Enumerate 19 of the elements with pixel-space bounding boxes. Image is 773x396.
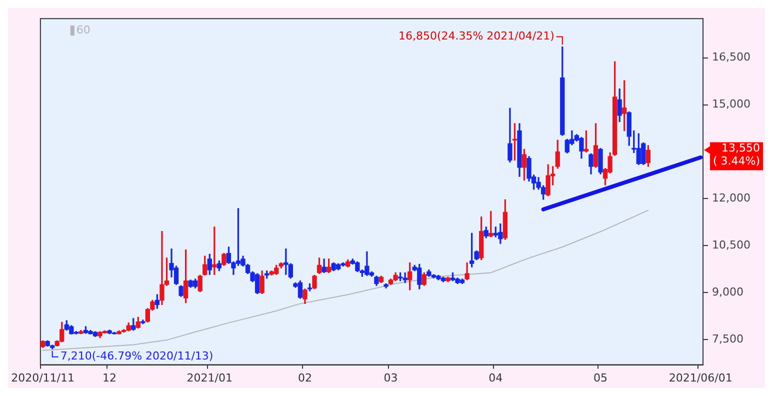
annotation: 7,210(-46.79% 2020/11/13) [60, 350, 214, 363]
x-tick-label: 03 [384, 371, 398, 384]
x-tick-label: 2021/06/01 [668, 371, 732, 384]
x-tick-label: 2020/11/11 [11, 371, 75, 384]
x-tick-label: 02 [298, 371, 312, 384]
text: 13,550 [722, 142, 760, 155]
y-tick-label: 15,000 [712, 98, 750, 111]
y-tick-label: 7,500 [712, 332, 744, 346]
y-tick-label: 16,500 [712, 50, 750, 64]
legend-label: 60 [76, 23, 90, 36]
x-tick-label: 04 [488, 371, 503, 384]
y-tick-label: 12,000 [712, 192, 750, 205]
y-tick-label: 9,000 [712, 286, 744, 299]
x-tick-label: 2021/01 [186, 371, 232, 384]
x-tick-label: 12 [102, 371, 117, 384]
y-tick-label: 10,500 [712, 238, 750, 252]
text: ( 3.44%) [712, 154, 760, 168]
x-tick-label: 05 [594, 371, 608, 384]
annotation: 16,850(24.35% 2021/04/21) [398, 30, 554, 43]
